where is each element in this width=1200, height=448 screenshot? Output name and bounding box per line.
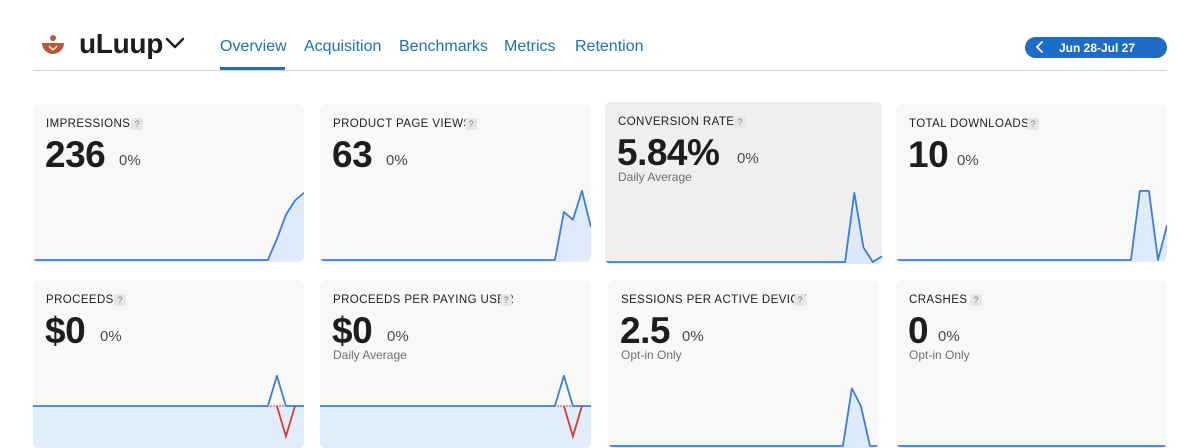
sparkline-fill	[896, 190, 1167, 262]
metric-card-proceeds[interactable]: PROCEEDS ? $0 0%	[33, 280, 304, 448]
tab-benchmarks[interactable]: Benchmarks	[399, 38, 488, 55]
metric-change: 0%	[737, 150, 759, 167]
metric-change: 0%	[938, 328, 960, 345]
metric-subtitle: Opt-in Only	[909, 348, 970, 362]
metric-subtitle: Opt-in Only	[621, 348, 682, 362]
sparkline-fill	[605, 192, 882, 264]
sparkline-line	[605, 192, 882, 263]
metric-label: IMPRESSIONS	[46, 118, 131, 130]
date-range-picker[interactable]: Jun 28-Jul 27	[1025, 37, 1167, 58]
trend-sparkline	[33, 374, 304, 448]
sparkline-line	[608, 387, 879, 447]
metric-card-sessions-per-active-device[interactable]: SESSIONS PER ACTIVE DEVICE ? 2.5 0% Opt-…	[608, 280, 879, 448]
trend-sparkline	[896, 190, 1167, 262]
metric-subtitle: Daily Average	[618, 170, 692, 184]
help-icon[interactable]: ?	[794, 294, 806, 306]
metric-subtitle: Daily Average	[333, 348, 407, 362]
chevron-down-icon[interactable]	[165, 36, 185, 50]
metric-card-impressions[interactable]: IMPRESSIONS ? 236 0%	[33, 104, 304, 262]
tab-metrics[interactable]: Metrics	[504, 38, 556, 55]
sparkline-fill	[320, 406, 591, 448]
metric-card-total-downloads[interactable]: TOTAL DOWNLOADS ? 10 0%	[896, 104, 1167, 262]
sparkline-fill	[608, 388, 879, 448]
sparkline-line	[33, 192, 304, 261]
sparkline-line	[896, 190, 1167, 261]
app-name[interactable]: uLuup	[79, 28, 164, 59]
metric-label: PRODUCT PAGE VIEWS	[333, 118, 472, 130]
metric-value: 63	[332, 134, 373, 175]
metric-value: $0	[332, 310, 373, 351]
trend-sparkline	[896, 445, 1167, 448]
metric-value: 5.84%	[617, 132, 720, 173]
date-range-label: Jun 28-Jul 27	[1059, 41, 1136, 55]
metric-label: PROCEEDS PER PAYING USER	[333, 294, 515, 306]
metric-card-proceeds-per-paying-user[interactable]: PROCEEDS PER PAYING USER ? $0 0% Daily A…	[320, 280, 591, 448]
metric-card-crashes[interactable]: CRASHES ? 0 0% Opt-in Only	[896, 280, 1167, 448]
help-icon[interactable]: ?	[131, 118, 143, 130]
metric-change: 0%	[100, 328, 122, 345]
sparkline-fill	[320, 190, 591, 262]
metric-change: 0%	[682, 328, 704, 345]
metric-label: CRASHES	[909, 294, 968, 306]
metric-label: CONVERSION RATE	[618, 116, 735, 128]
help-icon[interactable]: ?	[114, 294, 126, 306]
metric-change: 0%	[387, 328, 409, 345]
active-tab-indicator	[220, 67, 285, 70]
tab-overview[interactable]: Overview	[220, 38, 287, 55]
help-icon[interactable]: ?	[1027, 118, 1039, 130]
sparkline-fill	[33, 192, 304, 262]
sparkline-negative-line	[563, 405, 583, 440]
trend-sparkline	[320, 190, 591, 262]
trend-sparkline	[320, 374, 591, 448]
metric-change: 0%	[119, 152, 141, 169]
top-nav: uLuup Overview Acquisition Benchmarks Me…	[33, 0, 1167, 71]
sparkline-line	[33, 374, 304, 407]
trend-sparkline	[605, 192, 882, 264]
sparkline-negative-line	[276, 405, 296, 440]
help-icon[interactable]: ?	[970, 294, 982, 306]
bowl-logo-icon	[42, 35, 64, 54]
help-icon[interactable]: ?	[465, 118, 477, 130]
metric-label: TOTAL DOWNLOADS	[909, 118, 1030, 130]
trend-sparkline	[608, 387, 879, 448]
tab-retention[interactable]: Retention	[575, 38, 644, 55]
metric-value: $0	[45, 310, 86, 351]
metric-label: PROCEEDS	[46, 294, 114, 306]
metric-change: 0%	[957, 152, 979, 169]
metric-card-conversion-rate[interactable]: CONVERSION RATE ? 5.84% 0% Daily Average	[605, 102, 882, 264]
metric-value: 10	[908, 134, 949, 175]
metric-label: SESSIONS PER ACTIVE DEVICE	[621, 294, 808, 306]
metric-value: 2.5	[620, 310, 670, 351]
sparkline-fill	[33, 406, 304, 448]
help-icon[interactable]: ?	[500, 294, 512, 306]
metric-card-product-page-views[interactable]: PRODUCT PAGE VIEWS ? 63 0%	[320, 104, 591, 262]
sparkline-line	[320, 374, 591, 407]
metric-value: 0	[908, 310, 929, 351]
tab-acquisition[interactable]: Acquisition	[304, 38, 382, 55]
metric-value: 236	[45, 134, 106, 175]
help-icon[interactable]: ?	[734, 116, 746, 128]
sparkline-line	[320, 190, 591, 261]
metric-change: 0%	[386, 152, 408, 169]
chevron-left-icon[interactable]	[1034, 40, 1046, 54]
trend-sparkline	[33, 192, 304, 262]
